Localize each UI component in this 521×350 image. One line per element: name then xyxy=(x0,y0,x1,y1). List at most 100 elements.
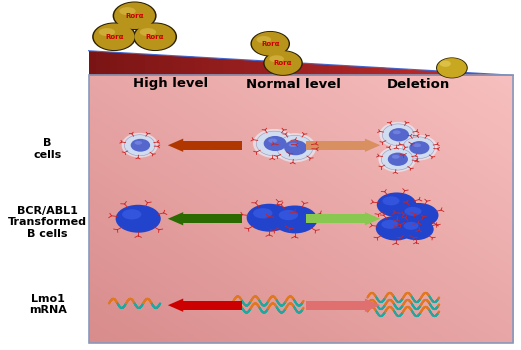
Polygon shape xyxy=(181,56,188,75)
Polygon shape xyxy=(117,52,124,75)
Polygon shape xyxy=(166,55,173,75)
Ellipse shape xyxy=(392,155,400,159)
Ellipse shape xyxy=(274,133,316,162)
Ellipse shape xyxy=(382,196,400,205)
Polygon shape xyxy=(400,69,407,75)
Polygon shape xyxy=(244,60,251,75)
Polygon shape xyxy=(103,51,110,75)
Ellipse shape xyxy=(277,135,313,160)
Ellipse shape xyxy=(264,136,287,151)
Text: BCR/ABL1
Transformed
B cells: BCR/ABL1 Transformed B cells xyxy=(8,206,87,239)
Ellipse shape xyxy=(134,141,142,145)
Polygon shape xyxy=(365,299,380,312)
Polygon shape xyxy=(414,70,421,75)
Ellipse shape xyxy=(382,124,414,146)
Polygon shape xyxy=(216,58,223,75)
Ellipse shape xyxy=(440,61,451,67)
Polygon shape xyxy=(168,212,183,225)
Polygon shape xyxy=(188,56,195,75)
FancyBboxPatch shape xyxy=(183,214,242,223)
FancyBboxPatch shape xyxy=(306,301,365,309)
Text: Rorα: Rorα xyxy=(126,13,144,19)
Ellipse shape xyxy=(119,7,135,15)
Polygon shape xyxy=(478,73,485,75)
Ellipse shape xyxy=(269,55,284,62)
Ellipse shape xyxy=(403,137,435,159)
Ellipse shape xyxy=(125,135,155,156)
Ellipse shape xyxy=(403,222,418,230)
Text: B
cells: B cells xyxy=(33,138,61,160)
Ellipse shape xyxy=(268,139,277,143)
Polygon shape xyxy=(96,51,103,75)
Ellipse shape xyxy=(114,2,155,29)
Ellipse shape xyxy=(377,193,416,217)
Ellipse shape xyxy=(131,139,150,152)
Polygon shape xyxy=(485,74,492,75)
Polygon shape xyxy=(159,55,166,75)
Polygon shape xyxy=(421,70,428,75)
Ellipse shape xyxy=(284,140,307,155)
Polygon shape xyxy=(230,59,237,75)
Polygon shape xyxy=(294,63,301,75)
Text: Rorα: Rorα xyxy=(105,34,123,40)
Polygon shape xyxy=(464,72,471,75)
Ellipse shape xyxy=(253,208,272,218)
Ellipse shape xyxy=(116,205,161,233)
Polygon shape xyxy=(258,61,266,75)
Ellipse shape xyxy=(381,148,413,170)
Polygon shape xyxy=(145,54,152,75)
Ellipse shape xyxy=(378,146,416,172)
FancyBboxPatch shape xyxy=(306,141,365,150)
Ellipse shape xyxy=(92,22,136,51)
Ellipse shape xyxy=(113,1,157,30)
Text: Rorα: Rorα xyxy=(274,60,292,66)
Ellipse shape xyxy=(256,131,292,156)
Ellipse shape xyxy=(381,220,399,229)
Polygon shape xyxy=(237,59,244,75)
Ellipse shape xyxy=(246,204,292,232)
Polygon shape xyxy=(357,66,365,75)
Ellipse shape xyxy=(437,58,467,78)
Ellipse shape xyxy=(272,205,317,233)
Polygon shape xyxy=(168,299,183,312)
Ellipse shape xyxy=(253,129,295,158)
Ellipse shape xyxy=(376,216,415,240)
Polygon shape xyxy=(202,57,209,75)
Polygon shape xyxy=(131,53,138,75)
Ellipse shape xyxy=(251,31,290,57)
Ellipse shape xyxy=(265,51,302,75)
Polygon shape xyxy=(371,67,379,75)
Ellipse shape xyxy=(413,143,421,147)
Polygon shape xyxy=(457,72,464,75)
Ellipse shape xyxy=(256,36,271,43)
Polygon shape xyxy=(110,52,117,75)
Ellipse shape xyxy=(399,203,439,228)
Polygon shape xyxy=(173,56,181,75)
Ellipse shape xyxy=(404,207,421,216)
Polygon shape xyxy=(152,55,159,75)
Polygon shape xyxy=(272,61,280,75)
Text: Rorα: Rorα xyxy=(261,41,279,47)
Polygon shape xyxy=(280,62,287,75)
Polygon shape xyxy=(471,73,478,75)
FancyBboxPatch shape xyxy=(183,141,242,150)
Polygon shape xyxy=(138,54,145,75)
Ellipse shape xyxy=(121,133,158,158)
Polygon shape xyxy=(436,71,442,75)
Ellipse shape xyxy=(263,50,303,76)
Polygon shape xyxy=(492,74,499,75)
Polygon shape xyxy=(407,69,414,75)
Polygon shape xyxy=(386,68,393,75)
Polygon shape xyxy=(442,71,450,75)
FancyBboxPatch shape xyxy=(183,301,242,309)
Text: Deletion: Deletion xyxy=(387,77,450,91)
Polygon shape xyxy=(343,65,351,75)
Polygon shape xyxy=(195,57,202,75)
Polygon shape xyxy=(209,58,216,75)
Polygon shape xyxy=(301,63,308,75)
Ellipse shape xyxy=(279,210,298,220)
Polygon shape xyxy=(329,65,337,75)
Polygon shape xyxy=(168,139,183,152)
Ellipse shape xyxy=(388,153,408,166)
Polygon shape xyxy=(315,64,322,75)
